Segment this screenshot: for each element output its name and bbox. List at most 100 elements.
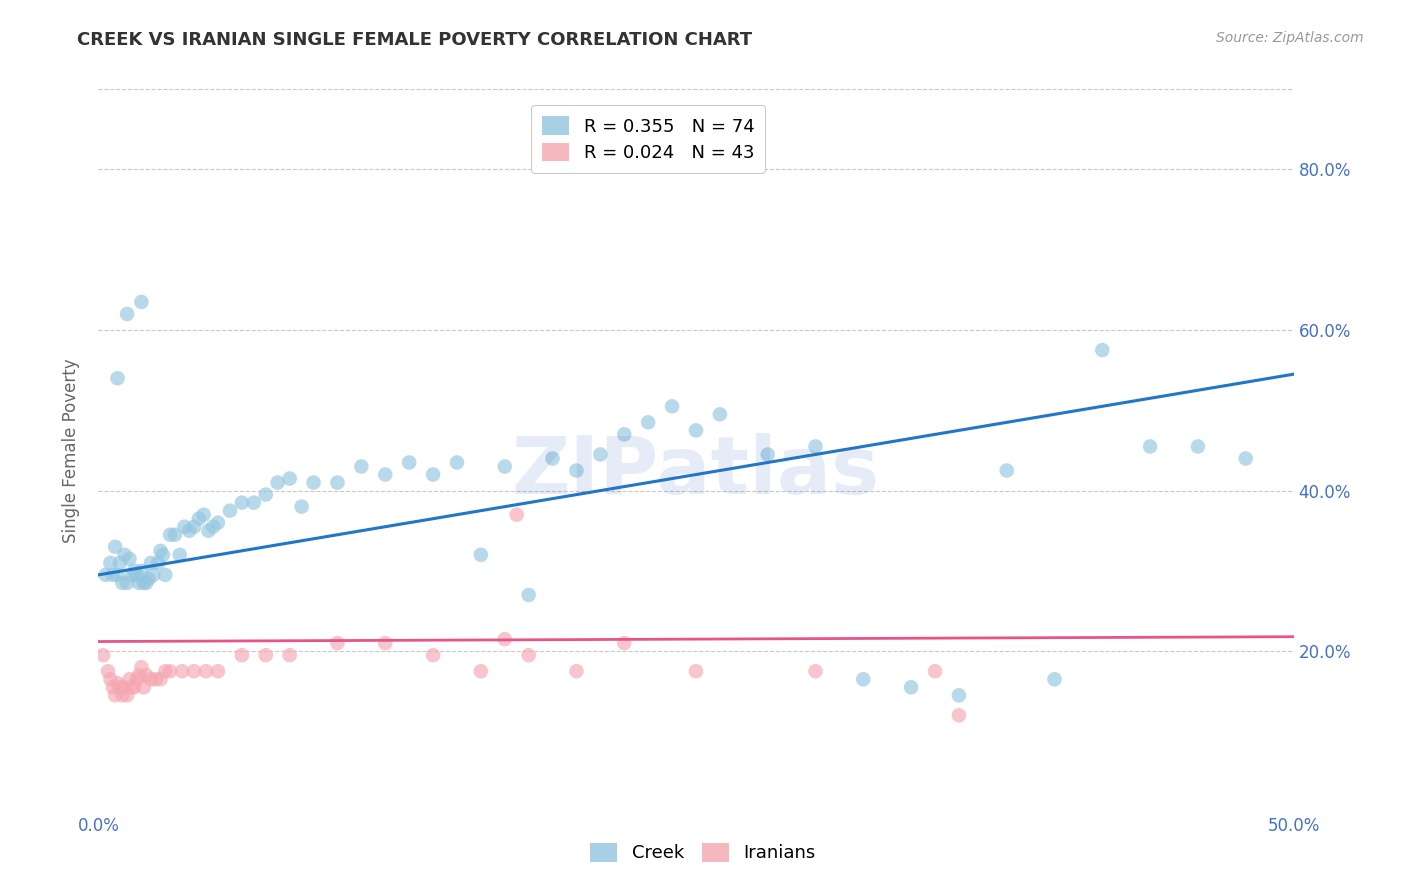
Point [107, 371, 129, 385]
Point [900, 680, 922, 694]
Point [231, 495, 253, 509]
Point [121, 568, 143, 582]
Point [948, 708, 970, 723]
Point [128, 668, 150, 682]
Point [291, 500, 314, 514]
Point [108, 556, 131, 570]
Point [149, 543, 172, 558]
Point [121, 680, 143, 694]
Point [193, 508, 215, 522]
Point [183, 664, 205, 679]
Point [104, 689, 127, 703]
Point [398, 455, 420, 469]
Point [115, 689, 138, 703]
Point [145, 673, 167, 687]
Point [326, 636, 349, 650]
Point [278, 648, 301, 662]
Point [179, 524, 201, 538]
Text: CREEK VS IRANIAN SINGLE FEMALE POVERTY CORRELATION CHART: CREEK VS IRANIAN SINGLE FEMALE POVERTY C… [77, 31, 752, 49]
Point [756, 447, 779, 462]
Point [173, 519, 195, 533]
Text: Source: ZipAtlas.com: Source: ZipAtlas.com [1216, 31, 1364, 45]
Point [302, 475, 325, 490]
Point [132, 680, 155, 694]
Point [565, 464, 588, 478]
Point [125, 673, 148, 687]
Point [187, 511, 209, 525]
Point [98, 673, 122, 687]
Point [506, 508, 529, 522]
Legend: Creek, Iranians: Creek, Iranians [583, 836, 823, 870]
Point [139, 556, 162, 570]
Point [98, 556, 122, 570]
Point [613, 427, 636, 442]
Point [135, 576, 157, 591]
Point [114, 680, 136, 694]
Point [326, 475, 349, 490]
Point [149, 673, 172, 687]
Point [139, 673, 162, 687]
Point [804, 664, 827, 679]
Point [155, 568, 177, 582]
Point [661, 399, 683, 413]
Point [517, 588, 540, 602]
Point [207, 516, 229, 530]
Point [1139, 439, 1161, 453]
Point [350, 459, 373, 474]
Y-axis label: Single Female Poverty: Single Female Poverty [62, 359, 80, 542]
Point [124, 564, 146, 578]
Point [231, 648, 253, 662]
Point [148, 556, 170, 570]
Point [446, 455, 468, 469]
Point [125, 568, 148, 582]
Point [183, 519, 205, 533]
Point [637, 415, 659, 429]
Point [159, 664, 181, 679]
Point [494, 459, 516, 474]
Point [115, 307, 138, 321]
Point [948, 689, 970, 703]
Point [91, 648, 114, 662]
Point [101, 680, 124, 694]
Point [589, 447, 612, 462]
Point [494, 632, 516, 646]
Point [107, 568, 129, 582]
Point [709, 407, 731, 421]
Point [254, 648, 277, 662]
Point [470, 664, 492, 679]
Legend: R = 0.355   N = 74, R = 0.024   N = 43: R = 0.355 N = 74, R = 0.024 N = 43 [531, 105, 765, 173]
Point [278, 471, 301, 485]
Point [135, 668, 157, 682]
Point [219, 503, 242, 517]
Point [613, 636, 636, 650]
Point [422, 648, 444, 662]
Point [924, 664, 946, 679]
Point [152, 548, 174, 562]
Point [97, 664, 120, 679]
Point [169, 548, 191, 562]
Point [172, 664, 194, 679]
Point [197, 524, 219, 538]
Point [111, 576, 134, 591]
Point [685, 664, 707, 679]
Point [104, 540, 127, 554]
Point [101, 568, 124, 582]
Point [685, 424, 707, 438]
Point [254, 487, 277, 501]
Point [1091, 343, 1114, 357]
Point [804, 439, 827, 453]
Point [118, 551, 141, 566]
Point [159, 527, 181, 541]
Point [131, 564, 153, 578]
Point [1043, 673, 1066, 687]
Point [374, 636, 396, 650]
Point [995, 464, 1018, 478]
Point [565, 664, 588, 679]
Point [115, 576, 138, 591]
Point [207, 664, 229, 679]
Point [155, 664, 177, 679]
Point [267, 475, 290, 490]
Point [132, 576, 155, 591]
Point [131, 660, 153, 674]
Point [142, 568, 165, 582]
